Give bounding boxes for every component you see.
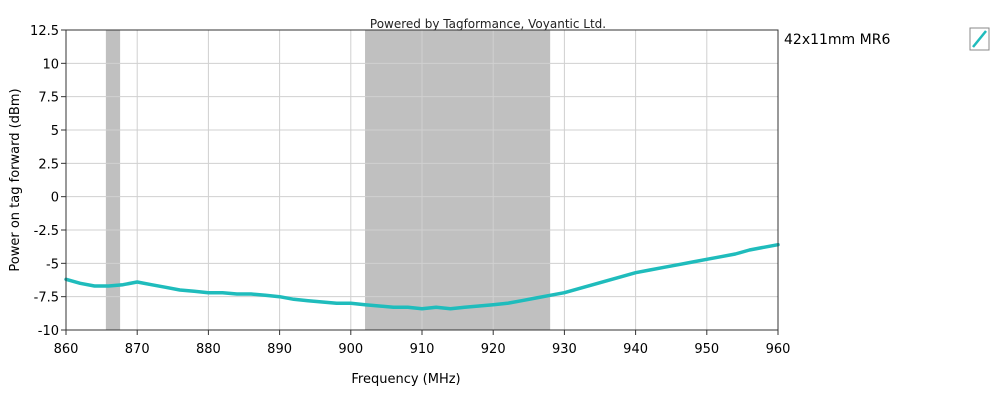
shaded-band-1 (105, 30, 121, 330)
y-tick-label: -10 (38, 324, 59, 339)
shaded-band-2 (365, 30, 551, 330)
y-tick-label: -5 (46, 257, 59, 272)
credit-text: Powered by Tagformance, Voyantic Ltd. (370, 17, 606, 31)
y-axis-title: Power on tag forward (dBm) (8, 88, 23, 271)
x-tick-label: 930 (552, 342, 577, 357)
grid-lines (65, 29, 779, 331)
legend: 42x11mm MR6 (784, 27, 990, 51)
x-tick-label: 890 (267, 342, 292, 357)
series-layer (64, 242, 780, 311)
y-tick-label: 2.5 (38, 157, 59, 172)
y-tick-label: 10 (42, 57, 59, 72)
x-tick-label: 860 (54, 342, 79, 357)
x-tick-label: 870 (125, 342, 150, 357)
x-axis-title: Frequency (MHz) (351, 372, 460, 387)
y-tick-label: 12.5 (30, 24, 59, 39)
legend-label: 42x11mm MR6 (784, 32, 890, 48)
x-tick-label: 880 (196, 342, 221, 357)
shaded-bands (105, 30, 551, 330)
x-tick-label: 910 (410, 342, 435, 357)
legend-swatch (969, 27, 990, 51)
y-tick-label: 0 (51, 191, 59, 206)
y-tick-label: 7.5 (38, 91, 59, 106)
x-tick-label: 960 (766, 342, 791, 357)
series-line-1 (64, 242, 780, 311)
y-axis: 12.5 10 7.5 5 2.5 0 -2.5 -5 -7.5 -10 (30, 24, 66, 339)
x-tick-label: 950 (694, 342, 719, 357)
x-tick-label: 940 (623, 342, 648, 357)
y-tick-label: -7.5 (34, 291, 59, 306)
x-tick-label: 920 (481, 342, 506, 357)
y-tick-label: -2.5 (34, 224, 59, 239)
x-tick-label: 900 (338, 342, 363, 357)
y-tick-label: 5 (51, 124, 59, 139)
x-axis: 860 870 880 890 900 910 920 930 940 950 960 (54, 330, 791, 357)
